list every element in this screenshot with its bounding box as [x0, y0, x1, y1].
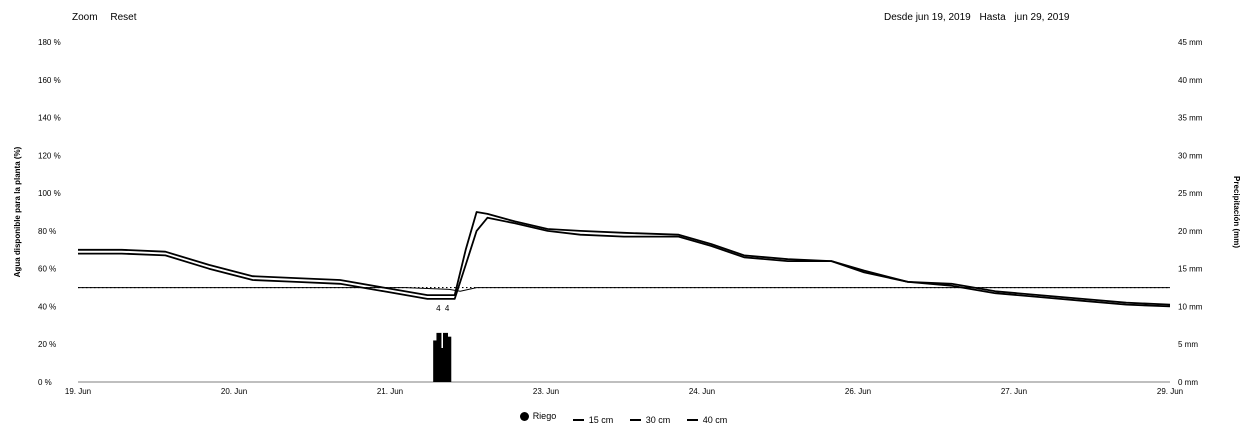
legend-40cm-label: 40 cm [702, 414, 728, 425]
riego-bar-0[interactable] [433, 340, 439, 382]
x-tick-26-jun: 26. Jun [845, 387, 871, 396]
legend-30cm-label: 30 cm [645, 414, 671, 425]
to-date-input[interactable]: jun 29, 2019 [1014, 12, 1070, 23]
y-left-axis-title: Agua disponible para la planta (%) [13, 146, 22, 277]
y-right-tick-40: 40 mm [1178, 76, 1203, 85]
y-right-tick-35: 35 mm [1178, 114, 1203, 123]
y-right-tick-10: 10 mm [1178, 302, 1203, 311]
y-left-tick-120: 120 % [38, 151, 61, 160]
from-label: Desde [884, 12, 913, 23]
y-right-axis: 0 mm 5 mm 10 mm 15 mm 20 mm 25 mm 30 mm 35 mm 40… [1178, 38, 1203, 387]
y-right-tick-0: 0 mm [1178, 378, 1198, 387]
y-left-tick-180: 180 % [38, 38, 61, 47]
x-tick-21-jun: 21. Jun [377, 387, 403, 396]
x-axis: 19. Jun 20. Jun 21. Jun 23. Jun 24. Jun 26. J… [65, 387, 1183, 396]
y-left-axis: 0 % 20 % 40 % 60 % 80 % 100 % 120 % 140 % 160 % 1… [38, 38, 61, 387]
series-line-40-cm[interactable] [78, 287, 1170, 292]
y-left-tick-140: 140 % [38, 114, 61, 123]
y-left-tick-60: 60 % [38, 265, 56, 274]
y-right-tick-20: 20 mm [1178, 227, 1203, 236]
riego-bar-3[interactable] [443, 332, 449, 382]
x-tick-20-jun: 20. Jun [221, 387, 247, 396]
chart-toolbar: Zoom Reset Desde jun 19, 2019 Hasta jun … [0, 8, 1247, 28]
legend-riego-icon [519, 411, 529, 421]
riego-bar-1[interactable] [436, 332, 442, 382]
y-left-tick-20: 20 % [38, 340, 56, 349]
y-right-tick-30: 30 mm [1178, 151, 1203, 160]
y-left-tick-100: 100 % [38, 189, 61, 198]
legend-15cm-label: 15 cm [588, 414, 614, 425]
date-range: Desde jun 19, 2019 Hasta jun 29, 2019 [884, 12, 1070, 23]
legend-item-riego[interactable]: Riego [519, 411, 557, 421]
zoom-label: Zoom [72, 12, 98, 23]
to-label: Hasta [979, 12, 1006, 23]
legend-40cm-icon [686, 418, 698, 421]
legend-riego-label: Riego [532, 411, 557, 421]
y-right-tick-45: 45 mm [1178, 38, 1203, 47]
legend-item-15cm[interactable]: 15 cm [572, 414, 614, 425]
y-right-tick-5: 5 mm [1178, 340, 1198, 349]
reset-zoom-button[interactable]: Reset [110, 12, 137, 23]
x-tick-27-jun: 27. Jun [1001, 387, 1027, 396]
y-right-axis-title: Precipitación (mm) [1232, 176, 1241, 248]
riego-bar-2[interactable] [439, 348, 445, 382]
y-left-tick-0: 0 % [38, 378, 52, 387]
series-line-15-cm[interactable] [78, 211, 1171, 306]
riego-data-label-0: 4 [436, 304, 441, 313]
legend-30cm-icon [629, 418, 641, 421]
x-tick-19-jun: 19. Jun [65, 387, 91, 396]
y-right-tick-15: 15 mm [1178, 265, 1203, 274]
y-right-tick-25: 25 mm [1178, 189, 1203, 198]
x-tick-23-jun: 23. Jun [533, 387, 559, 396]
zoom-controls: Zoom Reset [72, 12, 136, 23]
from-date-input[interactable]: jun 19, 2019 [915, 12, 971, 23]
y-left-tick-160: 160 % [38, 76, 61, 85]
legend-item-40cm[interactable]: 40 cm [686, 414, 728, 425]
chart-legend: Riego 15 cm 30 cm 40 cm [0, 411, 1247, 425]
y-left-tick-80: 80 % [38, 227, 56, 236]
series-line-30-cm[interactable] [78, 216, 1171, 308]
series-layer [78, 211, 1171, 308]
y-left-tick-40: 40 % [38, 302, 56, 311]
legend-15cm-icon [572, 418, 584, 421]
legend-item-30cm[interactable]: 30 cm [629, 414, 671, 425]
x-tick-24-jun: 24. Jun [689, 387, 715, 396]
riego-data-label-1: 4 [445, 304, 450, 313]
riego-bar-4[interactable] [446, 336, 452, 382]
x-tick-29-jun: 29. Jun [1157, 387, 1183, 396]
